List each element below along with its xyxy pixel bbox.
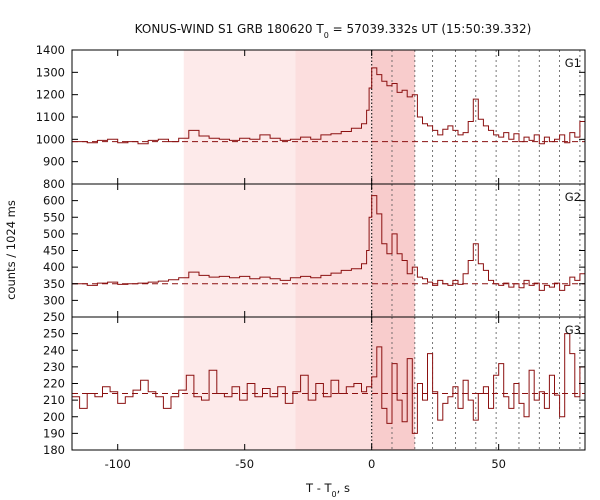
y-tick-label: 550 bbox=[43, 210, 65, 224]
chart-title: KONUS-WIND S1 GRB 180620 T0 = 57039.332s… bbox=[135, 22, 532, 40]
y-tick-label: 800 bbox=[43, 177, 65, 191]
y-tick-label: 200 bbox=[43, 410, 65, 424]
panel-label: G1 bbox=[565, 56, 581, 70]
panel-g1: 800 900 1000 1100 1200 1300 1400 G1 bbox=[36, 43, 586, 191]
y-tick-label: 600 bbox=[43, 194, 65, 208]
y-tick-label: 210 bbox=[43, 393, 65, 407]
y-tick-label: 1100 bbox=[36, 110, 65, 124]
y-tick-label: 900 bbox=[43, 155, 65, 169]
y-axis-label: counts / 1024 ms bbox=[4, 200, 18, 300]
panel-label: G3 bbox=[565, 323, 581, 337]
y-tick-label: 240 bbox=[43, 343, 65, 357]
shaded-interval bbox=[183, 184, 296, 317]
shaded-interval bbox=[371, 317, 415, 450]
y-tick-label: 250 bbox=[43, 310, 65, 324]
plot-area: 800 900 1000 1100 1200 1300 1400 G1 250 300 350 400… bbox=[36, 43, 586, 471]
y-tick-label: 500 bbox=[43, 227, 65, 241]
x-axis-label: T - T0, s bbox=[305, 481, 350, 499]
y-tick-label: 300 bbox=[43, 293, 65, 307]
shaded-interval bbox=[183, 317, 296, 450]
shaded-interval bbox=[183, 50, 296, 184]
y-tick-label: 1200 bbox=[36, 88, 65, 102]
y-tick-label: 180 bbox=[43, 443, 65, 457]
y-tick-label: 230 bbox=[43, 360, 65, 374]
x-tick-label: -50 bbox=[235, 457, 254, 471]
y-tick-label: 1300 bbox=[36, 65, 65, 79]
lightcurve-series bbox=[72, 333, 586, 434]
y-tick-label: 1400 bbox=[36, 43, 65, 57]
x-tick-label: 0 bbox=[368, 457, 375, 471]
shaded-interval bbox=[371, 184, 415, 317]
shaded-interval bbox=[295, 50, 372, 184]
shaded-interval bbox=[295, 184, 372, 317]
y-tick-label: 400 bbox=[43, 260, 65, 274]
y-tick-label: 1000 bbox=[36, 132, 65, 146]
shaded-interval bbox=[371, 50, 415, 184]
x-tick-label: 50 bbox=[491, 457, 506, 471]
y-tick-label: 350 bbox=[43, 277, 65, 291]
y-tick-label: 250 bbox=[43, 327, 65, 341]
lightcurve-series bbox=[72, 67, 586, 145]
panel-g2: 250 300 350 400 450 500 550 600 G2 bbox=[43, 183, 586, 324]
x-tick-label: -100 bbox=[105, 457, 131, 471]
panel-label: G2 bbox=[565, 190, 581, 204]
y-tick-label: 450 bbox=[43, 244, 65, 258]
y-tick-label: 190 bbox=[43, 426, 65, 440]
lightcurve-series bbox=[72, 195, 586, 291]
panel-g3: 180 190 200 210 220 230 240 250 G3 bbox=[43, 316, 586, 457]
y-tick-label: 220 bbox=[43, 377, 65, 391]
